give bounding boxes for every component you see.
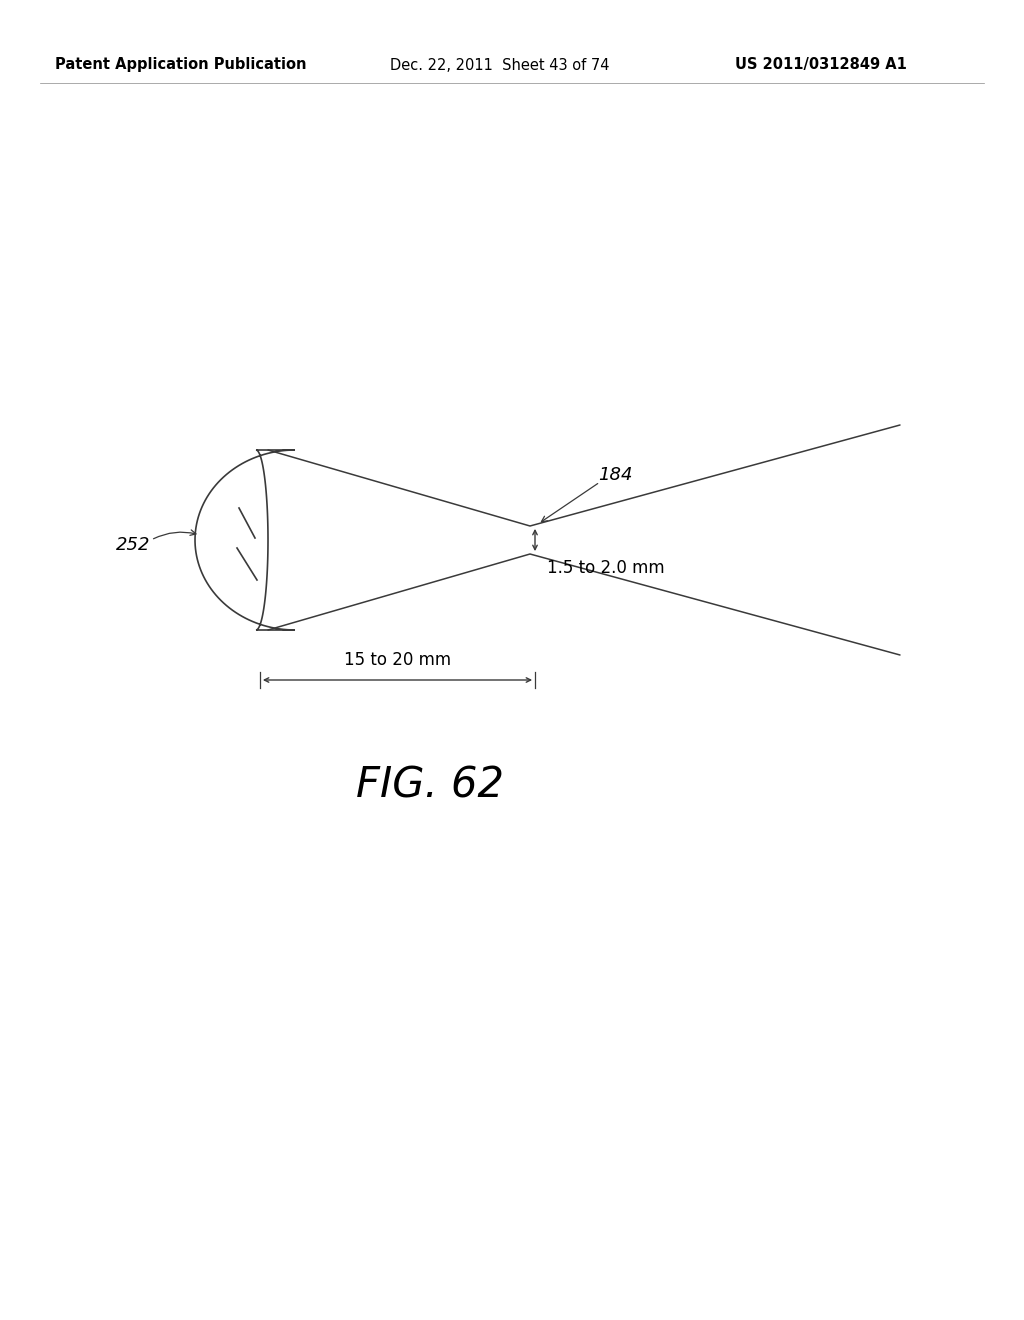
Text: 1.5 to 2.0 mm: 1.5 to 2.0 mm <box>547 558 665 577</box>
Text: Patent Application Publication: Patent Application Publication <box>55 58 306 73</box>
Text: 184: 184 <box>598 466 633 484</box>
Text: Dec. 22, 2011  Sheet 43 of 74: Dec. 22, 2011 Sheet 43 of 74 <box>390 58 609 73</box>
Text: 252: 252 <box>116 536 151 554</box>
Text: 15 to 20 mm: 15 to 20 mm <box>344 651 451 669</box>
Text: US 2011/0312849 A1: US 2011/0312849 A1 <box>735 58 907 73</box>
Text: FIG. 62: FIG. 62 <box>356 764 504 807</box>
